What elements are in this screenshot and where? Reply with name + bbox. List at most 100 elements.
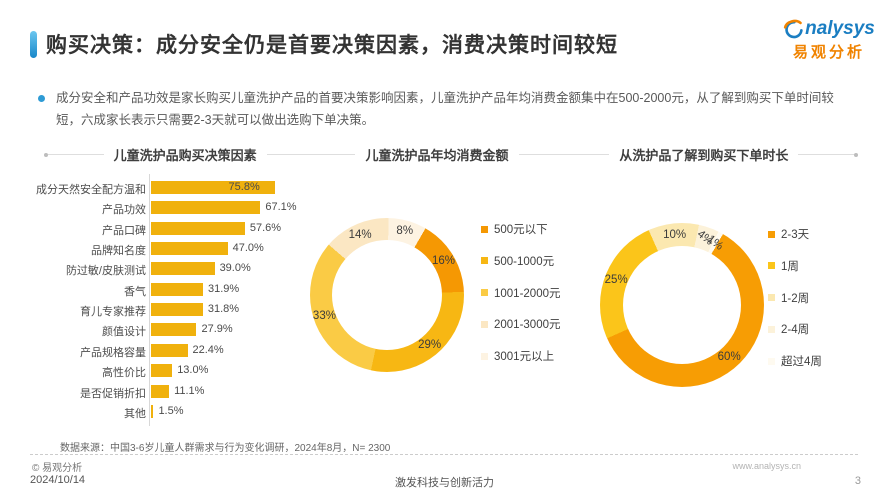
- bar: [151, 181, 275, 194]
- legend-swatch-icon: [768, 294, 775, 302]
- bar-row: 育儿专家推荐 31.8%: [30, 300, 320, 320]
- divider-dot-right: [854, 152, 858, 157]
- legend-item: 500元以下: [481, 222, 548, 236]
- legend-item: 1001-2000元: [481, 286, 561, 300]
- legend-item: 2-4周: [768, 322, 809, 336]
- bar-row: 产品功效 67.1%: [30, 198, 320, 218]
- legend-label: 2-4周: [781, 324, 810, 337]
- donut-segment-value: 8%: [396, 225, 414, 238]
- legend-swatch-icon: [481, 352, 488, 360]
- copyright: © 易观分析: [32, 463, 83, 474]
- title-accent-bar: [30, 31, 37, 58]
- logo-text-en: nalysys: [805, 18, 875, 39]
- bar-value: 67.1%: [265, 201, 297, 214]
- legend-swatch-icon: [481, 257, 488, 265]
- bar: [151, 262, 215, 276]
- legend-item: 1-2周: [768, 291, 809, 305]
- bar-category-label: 是否促销折扣: [80, 387, 146, 400]
- divider-line: [266, 154, 356, 155]
- bar-chart-axis: [149, 174, 150, 426]
- donut-hole: [623, 246, 741, 364]
- legend-label: 1-2周: [781, 292, 810, 305]
- legend-swatch-icon: [481, 225, 488, 233]
- donut-segment-value: 25%: [604, 273, 628, 286]
- bar-row: 产品口碑 57.6%: [30, 219, 320, 239]
- bar-row: 成分天然安全配方温和 75.8%: [30, 178, 320, 198]
- donut-chart-purchase-time: 60% 25% 10% 4% 1%: [600, 223, 764, 387]
- donut-segment-value: 29%: [418, 339, 442, 352]
- bar-category-label: 香气: [124, 285, 146, 298]
- source-note: 数据来源：中国3-6岁儿童人群需求与行为变化调研，2024年8月，N= 2300: [60, 443, 391, 454]
- section-header-row: 儿童洗护品购买决策因素 儿童洗护品年均消费金额 从洗护品了解到购买下单时长: [44, 145, 858, 164]
- bar-category-label: 产品规格容量: [80, 346, 146, 359]
- bar: [151, 404, 154, 418]
- bar: [151, 323, 197, 337]
- bar-row: 高性价比 13.0%: [30, 361, 320, 381]
- legend-swatch-icon: [768, 230, 775, 238]
- bar: [151, 282, 203, 296]
- legend-label: 超过4周: [781, 356, 822, 369]
- website-url: www.analysys.cn: [732, 461, 801, 471]
- divider-dot-left: [44, 152, 48, 157]
- chart-title-annual-spend: 儿童洗护品年均消费金额: [365, 148, 509, 163]
- bar-category-label: 品牌知名度: [91, 245, 146, 258]
- bar-value: 75.8%: [228, 181, 260, 193]
- bar-row: 是否促销折扣 11.1%: [30, 382, 320, 402]
- bar-row: 颜值设计 27.9%: [30, 320, 320, 340]
- legend-item: 超过4周: [768, 354, 822, 368]
- bar-value: 22.4%: [192, 343, 224, 356]
- legend-label: 2001-3000元: [494, 319, 561, 332]
- bar: [151, 364, 173, 378]
- legend-item: 3001元以上: [481, 349, 554, 363]
- donut-segment-value: 16%: [431, 254, 455, 267]
- logo-text-cn: 易观分析: [792, 44, 865, 61]
- page-number: 3: [854, 475, 861, 487]
- logo-swirl-icon: [783, 19, 804, 40]
- bar-value: 47.0%: [232, 242, 264, 255]
- bar-category-label: 育儿专家推荐: [80, 306, 146, 319]
- legend-label: 1周: [781, 260, 799, 273]
- bar-row: 产品规格容量 22.4%: [30, 341, 320, 361]
- bar-row: 防过敏/皮肤测试 39.0%: [30, 259, 320, 279]
- divider-line: [48, 154, 104, 155]
- summary-text: 成分安全和产品功效是家长购买儿童洗护产品的首要决策影响因素，儿童洗护产品年均消费…: [56, 91, 834, 128]
- footer-date: 2024/10/14: [30, 474, 86, 486]
- donut-segment-value: 60%: [717, 351, 741, 364]
- bar: [151, 201, 261, 215]
- page-title: 购买决策：成分安全仍是首要决策因素，消费决策时间较短: [46, 34, 618, 57]
- legend-label: 3001元以上: [494, 351, 555, 364]
- chart-title-purchase-time: 从洗护品了解到购买下单时长: [619, 148, 789, 163]
- bar-value: 13.0%: [177, 364, 209, 377]
- legend-item: 2-3天: [768, 227, 809, 241]
- legend-swatch-icon: [768, 325, 775, 333]
- legend-label: 500-1000元: [494, 255, 555, 268]
- bar-row: 香气 31.9%: [30, 280, 320, 300]
- bar-value: 1.5%: [158, 404, 184, 417]
- bar: [151, 242, 228, 256]
- chart-title-decision-factors: 儿童洗护品购买决策因素: [113, 148, 257, 163]
- legend-label: 1001-2000元: [494, 287, 561, 300]
- legend-label: 2-3天: [781, 229, 810, 241]
- divider-line: [798, 154, 854, 155]
- bar-value: 31.9%: [207, 282, 240, 295]
- legend-label: 500元以下: [494, 224, 548, 236]
- bar-row: 其他 1.5%: [30, 402, 320, 422]
- legend-swatch-icon: [481, 320, 488, 328]
- bar-value: 27.9%: [201, 323, 233, 336]
- bar: [151, 343, 188, 357]
- legend-purchase-time: 2-3天 1周 1-2周 2-4周超过4周: [768, 227, 878, 377]
- donut-chart-annual-spend: 16% 29% 33% 14% 8%: [310, 218, 464, 372]
- bar-category-label: 成分天然安全配方温和: [36, 184, 146, 196]
- bar: [151, 384, 170, 398]
- bar-row: 品牌知名度 47.0%: [30, 239, 320, 259]
- footer-slogan: 激发科技与创新活力: [395, 477, 494, 489]
- bar-chart-decision-factors: 成分天然安全配方温和 75.8% 产品功效 67.1% 产品口碑 57.6% 品牌知名度 47…: [30, 174, 320, 428]
- legend-swatch-icon: [768, 262, 775, 270]
- divider-line: [518, 154, 610, 155]
- bar-category-label: 产品功效: [102, 204, 146, 217]
- bullet-icon: [38, 95, 45, 102]
- bar-category-label: 其他: [124, 407, 146, 420]
- bar-category-label: 产品口碑: [102, 224, 146, 237]
- bar-value: 57.6%: [249, 221, 282, 234]
